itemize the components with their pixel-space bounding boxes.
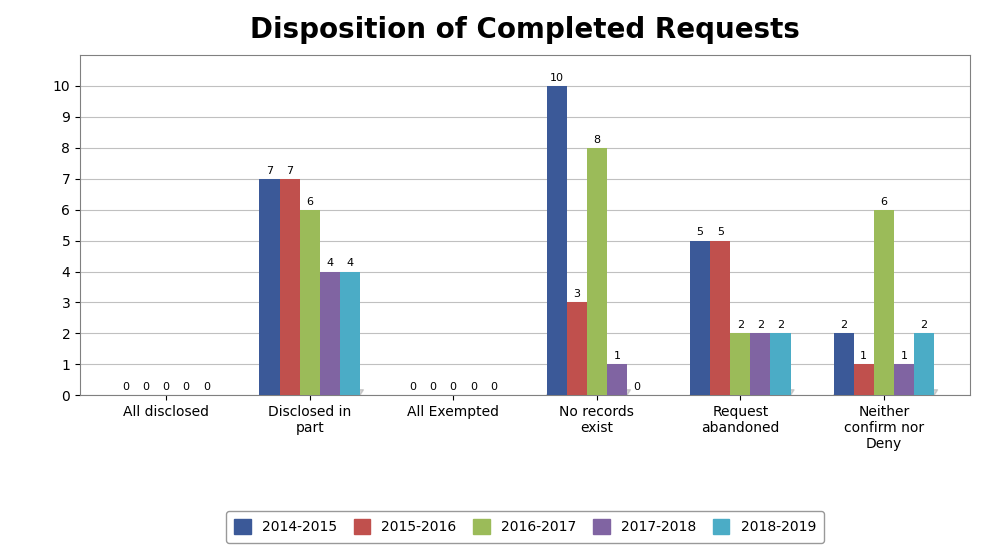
Polygon shape xyxy=(854,390,877,395)
Polygon shape xyxy=(834,390,857,395)
Bar xyxy=(587,148,607,395)
Legend: 2014-2015, 2015-2016, 2016-2017, 2017-2018, 2018-2019: 2014-2015, 2015-2016, 2016-2017, 2017-20… xyxy=(226,511,824,542)
Text: 3: 3 xyxy=(573,289,580,299)
Bar xyxy=(730,333,750,395)
Polygon shape xyxy=(280,390,303,395)
Text: 7: 7 xyxy=(286,166,293,176)
Text: 6: 6 xyxy=(306,197,313,206)
Polygon shape xyxy=(567,390,590,395)
Bar xyxy=(914,333,934,395)
Bar xyxy=(567,302,587,395)
Bar xyxy=(894,365,914,395)
Text: 8: 8 xyxy=(593,135,600,144)
Text: 2: 2 xyxy=(777,320,784,330)
Polygon shape xyxy=(730,390,754,395)
Text: 7: 7 xyxy=(266,166,273,176)
Polygon shape xyxy=(320,390,343,395)
Polygon shape xyxy=(894,390,918,395)
Bar xyxy=(834,333,854,395)
Text: 2: 2 xyxy=(757,320,764,330)
Bar xyxy=(854,365,874,395)
Bar xyxy=(300,210,320,395)
Polygon shape xyxy=(914,390,938,395)
Text: 10: 10 xyxy=(550,73,564,83)
Bar xyxy=(770,333,791,395)
Bar xyxy=(607,365,627,395)
Polygon shape xyxy=(874,390,898,395)
Bar xyxy=(340,272,360,395)
Polygon shape xyxy=(690,390,714,395)
Polygon shape xyxy=(710,390,734,395)
Polygon shape xyxy=(259,390,283,395)
Text: 0: 0 xyxy=(410,382,417,392)
Text: 0: 0 xyxy=(450,382,457,392)
Polygon shape xyxy=(770,390,794,395)
Bar xyxy=(690,240,710,395)
Polygon shape xyxy=(607,390,631,395)
Text: 5: 5 xyxy=(697,227,704,238)
Text: 1: 1 xyxy=(613,351,620,361)
Text: 0: 0 xyxy=(430,382,437,392)
Text: 4: 4 xyxy=(346,259,353,268)
Text: 5: 5 xyxy=(717,227,724,238)
Text: 0: 0 xyxy=(143,382,150,392)
Text: 0: 0 xyxy=(183,382,190,392)
Polygon shape xyxy=(750,390,774,395)
Text: 0: 0 xyxy=(203,382,210,392)
Polygon shape xyxy=(300,390,323,395)
Text: 0: 0 xyxy=(163,382,170,392)
Polygon shape xyxy=(340,390,364,395)
Text: 2: 2 xyxy=(921,320,928,330)
Title: Disposition of Completed Requests: Disposition of Completed Requests xyxy=(250,16,800,44)
Text: 0: 0 xyxy=(470,382,477,392)
Polygon shape xyxy=(547,390,570,395)
Text: 2: 2 xyxy=(737,320,744,330)
Bar xyxy=(280,178,300,395)
Bar xyxy=(259,178,280,395)
Polygon shape xyxy=(587,390,610,395)
Text: 1: 1 xyxy=(860,351,867,361)
Text: 0: 0 xyxy=(122,382,129,392)
Bar xyxy=(547,86,567,395)
Text: 0: 0 xyxy=(633,382,640,392)
Bar xyxy=(320,272,340,395)
Text: 0: 0 xyxy=(490,382,497,392)
Text: 4: 4 xyxy=(326,259,333,268)
Text: 6: 6 xyxy=(880,197,887,206)
Text: 1: 1 xyxy=(900,351,907,361)
Text: 2: 2 xyxy=(840,320,847,330)
Bar xyxy=(710,240,730,395)
Bar xyxy=(874,210,894,395)
Bar xyxy=(750,333,770,395)
